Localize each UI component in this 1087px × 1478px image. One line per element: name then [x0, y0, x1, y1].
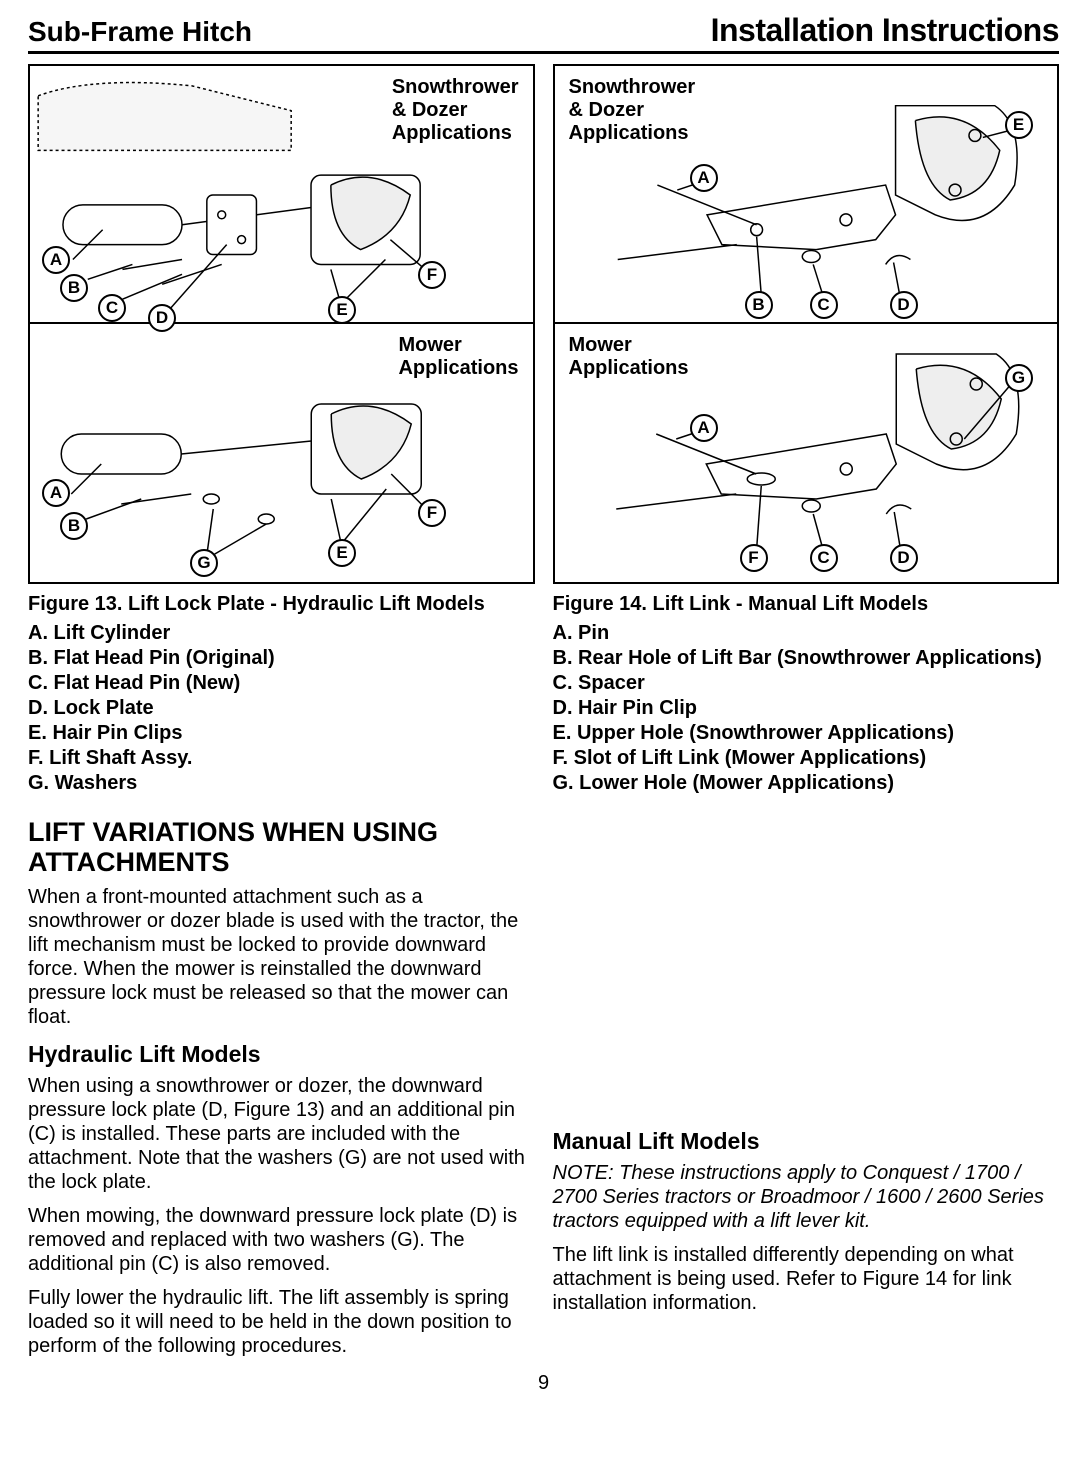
callout-B3: B [745, 291, 773, 319]
callout-F2: F [418, 499, 446, 527]
callout-B: B [60, 274, 88, 302]
fig13-panel-snowthrower: Snowthrower & Dozer Applications A B C D… [30, 66, 533, 324]
manual-subtitle: Manual Lift Models [553, 1128, 1060, 1155]
callout-C: C [98, 294, 126, 322]
callout-E: E [328, 296, 356, 324]
hydraulic-p2: When mowing, the downward pressure lock … [28, 1204, 535, 1276]
hydraulic-p3: Fully lower the hydraulic lift. The lift… [28, 1286, 535, 1358]
legend-item: A. Lift Cylinder [28, 621, 535, 646]
callout-A2: A [42, 479, 70, 507]
manual-p1: The lift link is installed differently d… [553, 1243, 1060, 1315]
callout-E3: E [1005, 111, 1033, 139]
callout-G4: G [1005, 364, 1033, 392]
legend-item: E. Upper Hole (Snowthrower Applications) [553, 721, 1060, 746]
callout-F4: F [740, 544, 768, 572]
callout-F: F [418, 261, 446, 289]
legend-item: G. Washers [28, 771, 535, 796]
callout-D4: D [890, 544, 918, 572]
figure-14-box: Snowthrower & Dozer Applications A B C D… [553, 64, 1060, 584]
fig13-top-label: Snowthrower & Dozer Applications [392, 76, 519, 145]
spacer [553, 796, 1060, 1116]
legend-item: G. Lower Hole (Mower Applications) [553, 771, 1060, 796]
fig13-legend: A. Lift Cylinder B. Flat Head Pin (Origi… [28, 621, 535, 796]
section-title: LIFT VARIATIONS WHEN USING ATTACHMENTS [28, 818, 535, 877]
header-left: Sub-Frame Hitch [28, 16, 252, 48]
hydraulic-p1: When using a snowthrower or dozer, the d… [28, 1074, 535, 1194]
fig14-bottom-label: Mower Applications [569, 334, 689, 380]
page-number: 9 [28, 1372, 1059, 1395]
legend-item: F. Lift Shaft Assy. [28, 746, 535, 771]
header-right: Installation Instructions [711, 12, 1059, 49]
legend-item: D. Hair Pin Clip [553, 696, 1060, 721]
fig14-legend: A. Pin B. Rear Hole of Lift Bar (Snowthr… [553, 621, 1060, 796]
left-column: Snowthrower & Dozer Applications A B C D… [28, 64, 535, 1368]
legend-item: D. Lock Plate [28, 696, 535, 721]
content-columns: Snowthrower & Dozer Applications A B C D… [28, 64, 1059, 1368]
callout-C4: C [810, 544, 838, 572]
fig13-bottom-label: Mower Applications [398, 334, 518, 380]
intro-paragraph: When a front-mounted attachment such as … [28, 885, 535, 1029]
fig14-panel-snowthrower: Snowthrower & Dozer Applications A B C D… [555, 66, 1058, 324]
page-header: Sub-Frame Hitch Installation Instruction… [28, 12, 1059, 54]
fig14-top-label: Snowthrower & Dozer Applications [569, 76, 696, 145]
manual-note: NOTE: These instructions apply to Conque… [553, 1161, 1060, 1233]
callout-C3: C [810, 291, 838, 319]
legend-item: C. Flat Head Pin (New) [28, 671, 535, 696]
fig14-caption: Figure 14. Lift Link - Manual Lift Model… [553, 592, 1060, 617]
callout-G2: G [190, 549, 218, 577]
callout-A4: A [690, 414, 718, 442]
legend-item: C. Spacer [553, 671, 1060, 696]
fig13-caption: Figure 13. Lift Lock Plate - Hydraulic L… [28, 592, 535, 617]
callout-A3: A [690, 164, 718, 192]
callout-A: A [42, 246, 70, 274]
right-column: Snowthrower & Dozer Applications A B C D… [553, 64, 1060, 1368]
legend-item: E. Hair Pin Clips [28, 721, 535, 746]
fig13-panel-mower: Mower Applications A B E F G [30, 324, 533, 582]
callout-D3: D [890, 291, 918, 319]
fig14-panel-mower: Mower Applications A C D F G [555, 324, 1058, 582]
legend-item: F. Slot of Lift Link (Mower Applications… [553, 746, 1060, 771]
callout-B2: B [60, 512, 88, 540]
legend-item: B. Flat Head Pin (Original) [28, 646, 535, 671]
callout-E2: E [328, 539, 356, 567]
figure-13-box: Snowthrower & Dozer Applications A B C D… [28, 64, 535, 584]
legend-item: A. Pin [553, 621, 1060, 646]
hydraulic-subtitle: Hydraulic Lift Models [28, 1041, 535, 1068]
legend-item: B. Rear Hole of Lift Bar (Snowthrower Ap… [553, 646, 1060, 671]
